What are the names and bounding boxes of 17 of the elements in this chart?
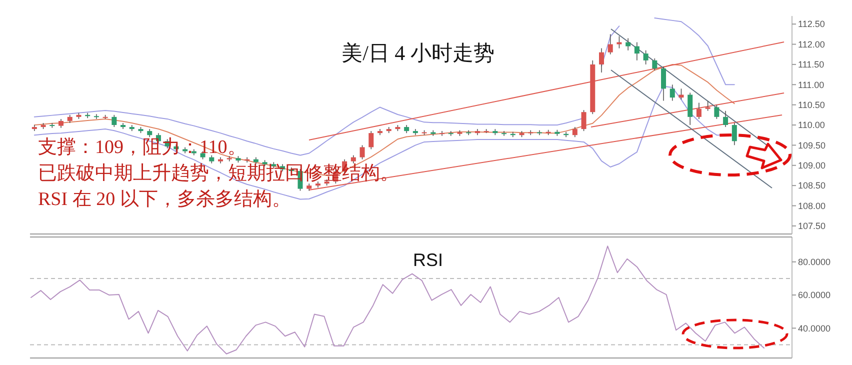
y-tick-label: 111.00: [798, 80, 824, 90]
y-tick-label: 80.0000: [798, 257, 831, 268]
y-tick-label: 109.50: [798, 140, 826, 150]
y-tick-label: 108.00: [798, 200, 826, 211]
y-tick-label: 110.00: [798, 120, 825, 130]
y-tick-label: 111.50: [798, 60, 824, 70]
y-tick-label: 107.50: [798, 221, 826, 232]
annotation: RSI 在 20 以下，多杀多结构。: [38, 189, 291, 210]
y-tick-label: 108.50: [798, 180, 826, 191]
text: 美/日 4 小时走势: [342, 41, 494, 65]
y-tick-label: 60.0000: [798, 290, 831, 300]
y-tick-label: 110.50: [798, 100, 825, 110]
y-tick-label: 109.00: [798, 160, 826, 171]
text: RSI: [412, 250, 444, 270]
y-tick-label: 112.50: [798, 19, 825, 30]
y-tick-label: 112.00: [798, 39, 825, 50]
y-tick-label: 40.0000: [798, 323, 831, 334]
